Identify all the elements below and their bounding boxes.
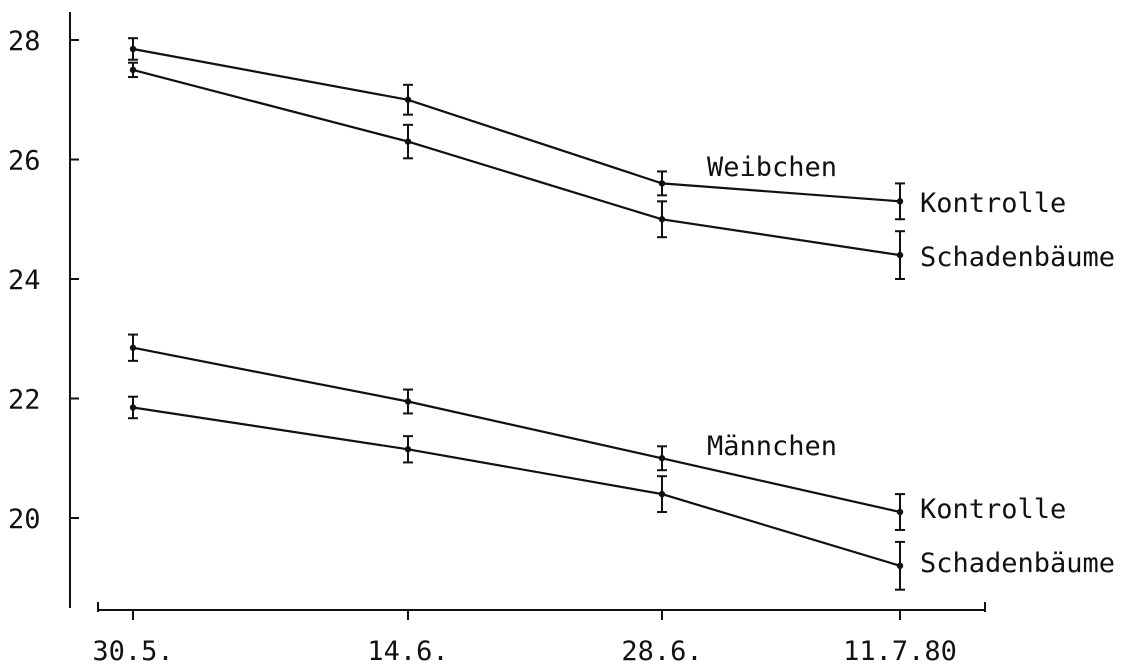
annotation-weibchen: Weibchen	[707, 152, 837, 183]
x-tick-label: 28.6.	[621, 636, 702, 667]
data-point	[658, 180, 666, 187]
series-2	[128, 333, 905, 531]
data-point	[896, 508, 904, 516]
legend-label-maennchen-kontrolle: Kontrolle	[920, 494, 1066, 525]
y-tick-label: 28	[8, 26, 41, 57]
data-point	[896, 198, 904, 205]
data-point	[896, 251, 904, 259]
y-tick-label: 22	[8, 385, 41, 416]
data-point	[658, 216, 666, 223]
series-line	[132, 346, 901, 514]
x-tick-label: 30.5.	[92, 636, 173, 667]
data-point	[658, 490, 666, 498]
data-point	[404, 398, 412, 405]
y-tick-label: 26	[8, 146, 41, 177]
series-line	[132, 406, 901, 567]
data-point	[404, 96, 412, 103]
data-point	[129, 404, 137, 411]
data-point	[129, 344, 137, 351]
data-point	[896, 562, 904, 569]
series-0	[128, 37, 905, 221]
series-1	[128, 61, 905, 280]
series-3	[128, 395, 905, 591]
axes: 20 22 24 26 28 30.5. 14.6. 28.6. 11.7.80	[8, 12, 986, 667]
series-line	[132, 68, 901, 257]
data-point	[404, 138, 412, 145]
y-tick-label: 24	[8, 265, 41, 296]
series-line	[132, 47, 901, 203]
x-tick-label: 14.6.	[367, 636, 448, 667]
data-point	[404, 446, 412, 453]
data-point	[658, 455, 666, 462]
series-layer	[128, 37, 905, 591]
y-tick-label: 20	[8, 504, 41, 535]
legend-label-weibchen-kontrolle: Kontrolle	[920, 188, 1066, 219]
legend-label-maennchen-schadenbaeume: Schadenbäume	[920, 548, 1115, 579]
data-point	[129, 66, 137, 74]
data-point	[129, 45, 137, 53]
legend-label-weibchen-schadenbaeume: Schadenbäume	[920, 242, 1115, 273]
labels-layer: Weibchen Kontrolle Schadenbäume Männchen…	[707, 152, 1115, 579]
annotation-maennchen: Männchen	[707, 431, 837, 462]
x-tick-label: 11.7.80	[843, 636, 957, 667]
